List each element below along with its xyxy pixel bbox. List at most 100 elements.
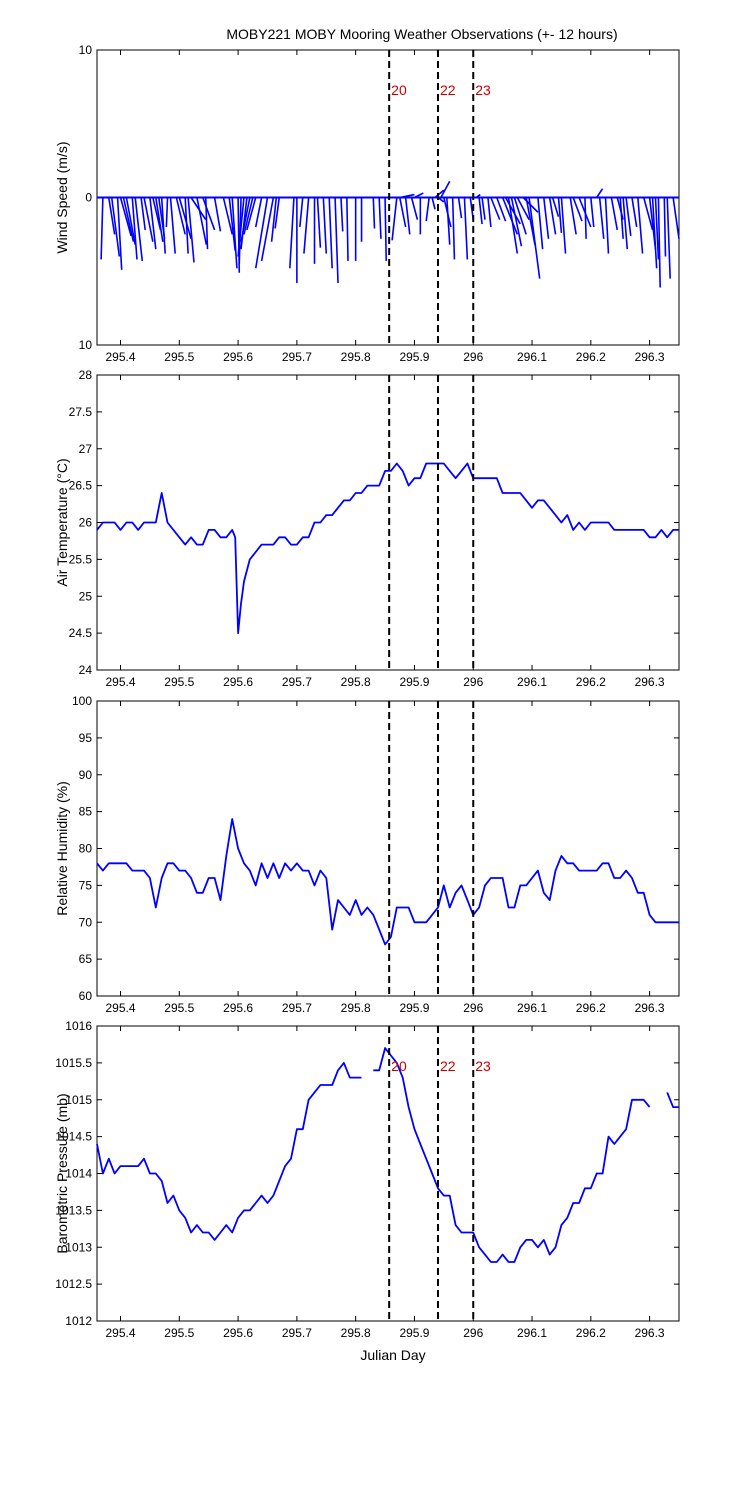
wind-stick (228, 197, 236, 251)
wind-stick (557, 197, 563, 233)
y-tick-label: 65 (79, 952, 93, 966)
wind-stick (100, 197, 104, 260)
wind-stick (196, 197, 208, 245)
wind-stick (254, 197, 263, 228)
x-tick-label: 295.9 (399, 1001, 429, 1015)
wind-stick (122, 197, 135, 242)
y-tick-label: 60 (79, 989, 93, 1003)
y-tick-label: 100 (72, 694, 92, 708)
wind-stick (440, 180, 451, 198)
wind-stick (240, 197, 251, 242)
x-tick-label: 296.2 (576, 350, 606, 364)
y-tick-label: 1014 (65, 1167, 92, 1181)
wind-stick (270, 197, 278, 242)
data-line (96, 1062, 362, 1241)
event-marker-label: 23 (475, 82, 491, 98)
wind-stick (299, 197, 304, 228)
y-tick-label: 1015.5 (55, 1056, 92, 1070)
wind-stick (107, 197, 116, 235)
data-line (373, 1047, 651, 1263)
x-tick-label: 295.5 (164, 1001, 194, 1015)
event-marker-label: 20 (391, 82, 407, 98)
wind-stick (384, 197, 388, 261)
wind-stick (222, 197, 233, 235)
y-tick-label: 27 (79, 442, 93, 456)
wind-stick (434, 189, 445, 199)
x-tick-label: 295.4 (105, 675, 135, 689)
y-axis-title: Air Temperature (°C) (54, 458, 70, 586)
y-tick-label: 1013 (65, 1240, 92, 1254)
data-line (96, 462, 679, 634)
wind-stick (178, 197, 192, 240)
x-tick-label: 296.1 (517, 675, 547, 689)
x-tick-label: 295.9 (399, 1326, 429, 1340)
wind-stick (551, 197, 560, 217)
wind-stick (666, 197, 671, 279)
x-tick-label: 295.8 (341, 350, 371, 364)
barometric-pressure-panel: 295.4 295.5 295.6 295.7 295.8 295.9 296 296.1 29… (54, 1019, 680, 1340)
wind-stick (346, 197, 349, 261)
wind-stick (631, 197, 638, 228)
x-tick-label: 296 (463, 1326, 483, 1340)
wind-stick (560, 197, 567, 254)
x-tick-label: 295.7 (282, 1001, 312, 1015)
y-axis-title: Barometric Pressure (mb) (54, 1093, 70, 1253)
wind-stick (140, 197, 146, 231)
y-axis-title: Relative Humidity (%) (54, 781, 70, 916)
y-tick-label: 70 (79, 915, 93, 929)
wind-stick (504, 197, 521, 225)
wind-stick (165, 197, 169, 228)
event-marker-label: 23 (475, 1058, 491, 1074)
wind-stick (160, 197, 166, 254)
wind-stick (243, 197, 254, 235)
x-tick-label: 296.3 (635, 675, 665, 689)
plot-area (96, 374, 680, 671)
y-tick-label: 85 (79, 805, 93, 819)
wind-stick (657, 197, 661, 288)
wind-stick (410, 197, 419, 220)
wind-stick (542, 197, 550, 239)
wind-stick (569, 197, 577, 235)
wind-stick (414, 192, 424, 199)
wind-stick (457, 197, 463, 219)
wind-stick (610, 197, 619, 231)
wind-stick (475, 193, 481, 199)
wind-stick (184, 197, 189, 254)
wind-stick (537, 197, 544, 250)
x-tick-label: 295.7 (282, 350, 312, 364)
wind-stick (372, 197, 376, 229)
y-tick-label: 26 (79, 516, 93, 530)
wind-stick (663, 197, 667, 257)
wind-stick (152, 197, 162, 231)
data-line (666, 1092, 679, 1108)
x-tick-label: 295.4 (105, 350, 135, 364)
x-tick-label: 295.6 (223, 675, 253, 689)
x-tick-label: 296 (463, 675, 483, 689)
event-marker-label: 22 (440, 1058, 456, 1074)
x-tick-label: 296 (463, 350, 483, 364)
y-tick-label: 90 (79, 768, 93, 782)
wind-stick (125, 197, 136, 245)
x-tick-label: 296.2 (576, 1001, 606, 1015)
x-tick-label: 296.3 (635, 1001, 665, 1015)
x-tick-label: 295.5 (164, 350, 194, 364)
wind-stick (334, 197, 339, 284)
wind-stick (513, 197, 527, 235)
wind-stick (510, 197, 523, 247)
wind-stick (516, 197, 530, 221)
wind-stick (134, 197, 144, 262)
wind-stick (119, 197, 132, 237)
plot-area (96, 700, 680, 997)
wind-stick (340, 197, 344, 232)
wind-stick (622, 197, 629, 250)
y-tick-label: 1015 (65, 1093, 92, 1107)
wind-stick (399, 193, 415, 199)
wind-stick (496, 197, 507, 222)
y-tick-label: 25.5 (69, 552, 93, 566)
wind-stick (204, 197, 209, 250)
wind-stick (322, 197, 328, 254)
y-tick-label: 1013.5 (55, 1203, 92, 1217)
event-marker-label: 22 (440, 82, 456, 98)
wind-stick (451, 197, 456, 260)
